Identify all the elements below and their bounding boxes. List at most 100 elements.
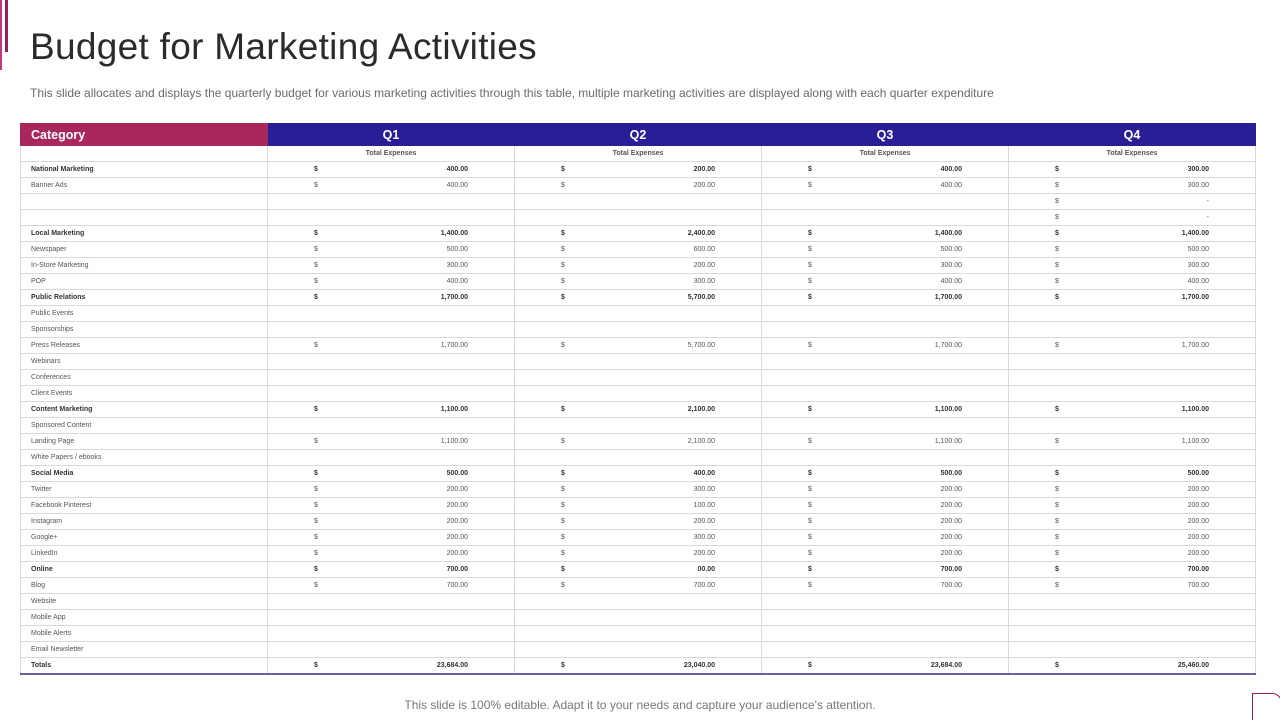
empty-cell (1008, 449, 1256, 466)
currency-symbol: $ (561, 294, 565, 301)
currency-symbol: $ (1055, 486, 1059, 493)
value-cell: $700.00 (1008, 561, 1256, 578)
currency-symbol: $ (561, 262, 565, 269)
currency-symbol: $ (561, 502, 565, 509)
empty-cell (267, 625, 515, 642)
amount: 500.00 (1187, 246, 1209, 253)
amount: 1,400.00 (440, 230, 468, 237)
value-cell: $200.00 (761, 529, 1009, 546)
empty-cell (267, 321, 515, 338)
row-label: Facebook Pinterest (20, 497, 268, 514)
value-cell: $ - (1008, 209, 1256, 226)
value-cell: $200.00 (761, 481, 1009, 498)
currency-symbol: $ (561, 518, 565, 525)
currency-symbol: $ (1055, 582, 1059, 589)
currency-symbol: $ (561, 486, 565, 493)
amount: 700.00 (693, 582, 715, 589)
amount: 1,700.00 (1181, 342, 1209, 349)
empty-cell (514, 609, 762, 626)
row-label: Online (20, 561, 268, 578)
currency-symbol: $ (808, 278, 812, 285)
value-cell: $2,100.00 (514, 401, 762, 418)
slide-footer: This slide is 100% editable. Adapt it to… (404, 698, 876, 712)
amount: 300.00 (1187, 182, 1209, 189)
table-row: Instagram $200.00 $200.00 $200.00 $200.00 (20, 513, 1256, 530)
currency-symbol: $ (808, 566, 812, 573)
amount: 400.00 (693, 470, 715, 477)
amount: 1,100.00 (440, 406, 468, 413)
amount: 200.00 (693, 262, 715, 269)
currency-symbol: $ (314, 550, 318, 557)
left-accent-bar (0, 0, 2, 70)
currency-symbol: $ (314, 278, 318, 285)
currency-symbol: $ (561, 438, 565, 445)
value-cell: $1,700.00 (1008, 289, 1256, 306)
amount: 700.00 (446, 582, 468, 589)
amount: 200.00 (693, 166, 715, 173)
table-header-row: Category Q1 Q2 Q3 Q4 (20, 123, 1256, 146)
currency-symbol: $ (808, 550, 812, 557)
currency-symbol: $ (561, 246, 565, 253)
empty-cell (514, 193, 762, 210)
value-cell: $200.00 (1008, 545, 1256, 562)
value-cell: $400.00 (761, 161, 1009, 178)
empty-cell (761, 193, 1009, 210)
empty-cell (514, 625, 762, 642)
value-cell: $1,700.00 (761, 289, 1009, 306)
value-cell: $400.00 (267, 177, 515, 194)
subheader-q1: Total Expenses (267, 145, 515, 162)
empty-cell (514, 305, 762, 322)
value-cell: $1,700.00 (267, 337, 515, 354)
currency-symbol: $ (1055, 406, 1059, 413)
header-q1: Q1 (267, 123, 515, 146)
empty-cell (514, 449, 762, 466)
empty-cell (267, 209, 515, 226)
currency-symbol: $ (314, 262, 318, 269)
subheader-q4: Total Expenses (1008, 145, 1256, 162)
currency-symbol: $ (314, 294, 318, 301)
amount: 200.00 (446, 550, 468, 557)
amount: 200.00 (446, 486, 468, 493)
row-label: Website (20, 593, 268, 610)
table-row: Conferences (20, 369, 1256, 386)
row-label: Local Marketing (20, 225, 268, 242)
amount: 700.00 (1187, 582, 1209, 589)
value-cell: $200.00 (1008, 481, 1256, 498)
table-row: POP $400.00 $300.00 $400.00 $400.00 (20, 273, 1256, 290)
currency-symbol: $ (561, 470, 565, 477)
table-row: $ - (20, 209, 1256, 226)
value-cell: $600.00 (514, 241, 762, 258)
value-cell: $200.00 (514, 545, 762, 562)
row-label: Twitter (20, 481, 268, 498)
table-row: Twitter $200.00 $300.00 $200.00 $200.00 (20, 481, 1256, 498)
row-label: Email Newsletter (20, 641, 268, 658)
currency-symbol: $ (1055, 342, 1059, 349)
value-cell: $500.00 (1008, 241, 1256, 258)
amount: 400.00 (940, 182, 962, 189)
row-label: Instagram (20, 513, 268, 530)
currency-symbol: $ (314, 406, 318, 413)
amount: 1,100.00 (1181, 438, 1209, 445)
amount: 700.00 (1187, 566, 1209, 573)
currency-symbol: $ (561, 278, 565, 285)
currency-symbol: $ (314, 166, 318, 173)
amount: 23,684.00 (930, 661, 962, 669)
amount: 1,100.00 (1181, 406, 1209, 413)
value-cell: $5,700.00 (514, 289, 762, 306)
empty-cell (267, 449, 515, 466)
currency-symbol: $ (808, 182, 812, 189)
value-cell: $500.00 (761, 241, 1009, 258)
currency-symbol: $ (561, 661, 565, 669)
amount: 200.00 (693, 550, 715, 557)
row-label: Press Releases (20, 337, 268, 354)
empty-cell (267, 193, 515, 210)
value-cell: $200.00 (267, 481, 515, 498)
currency-symbol: $ (314, 661, 318, 669)
amount: 700.00 (940, 566, 962, 573)
amount: 200.00 (1187, 550, 1209, 557)
empty-cell (514, 385, 762, 402)
empty-cell (1008, 305, 1256, 322)
empty-cell (1008, 369, 1256, 386)
amount: 300.00 (693, 278, 715, 285)
value-cell: $200.00 (267, 545, 515, 562)
